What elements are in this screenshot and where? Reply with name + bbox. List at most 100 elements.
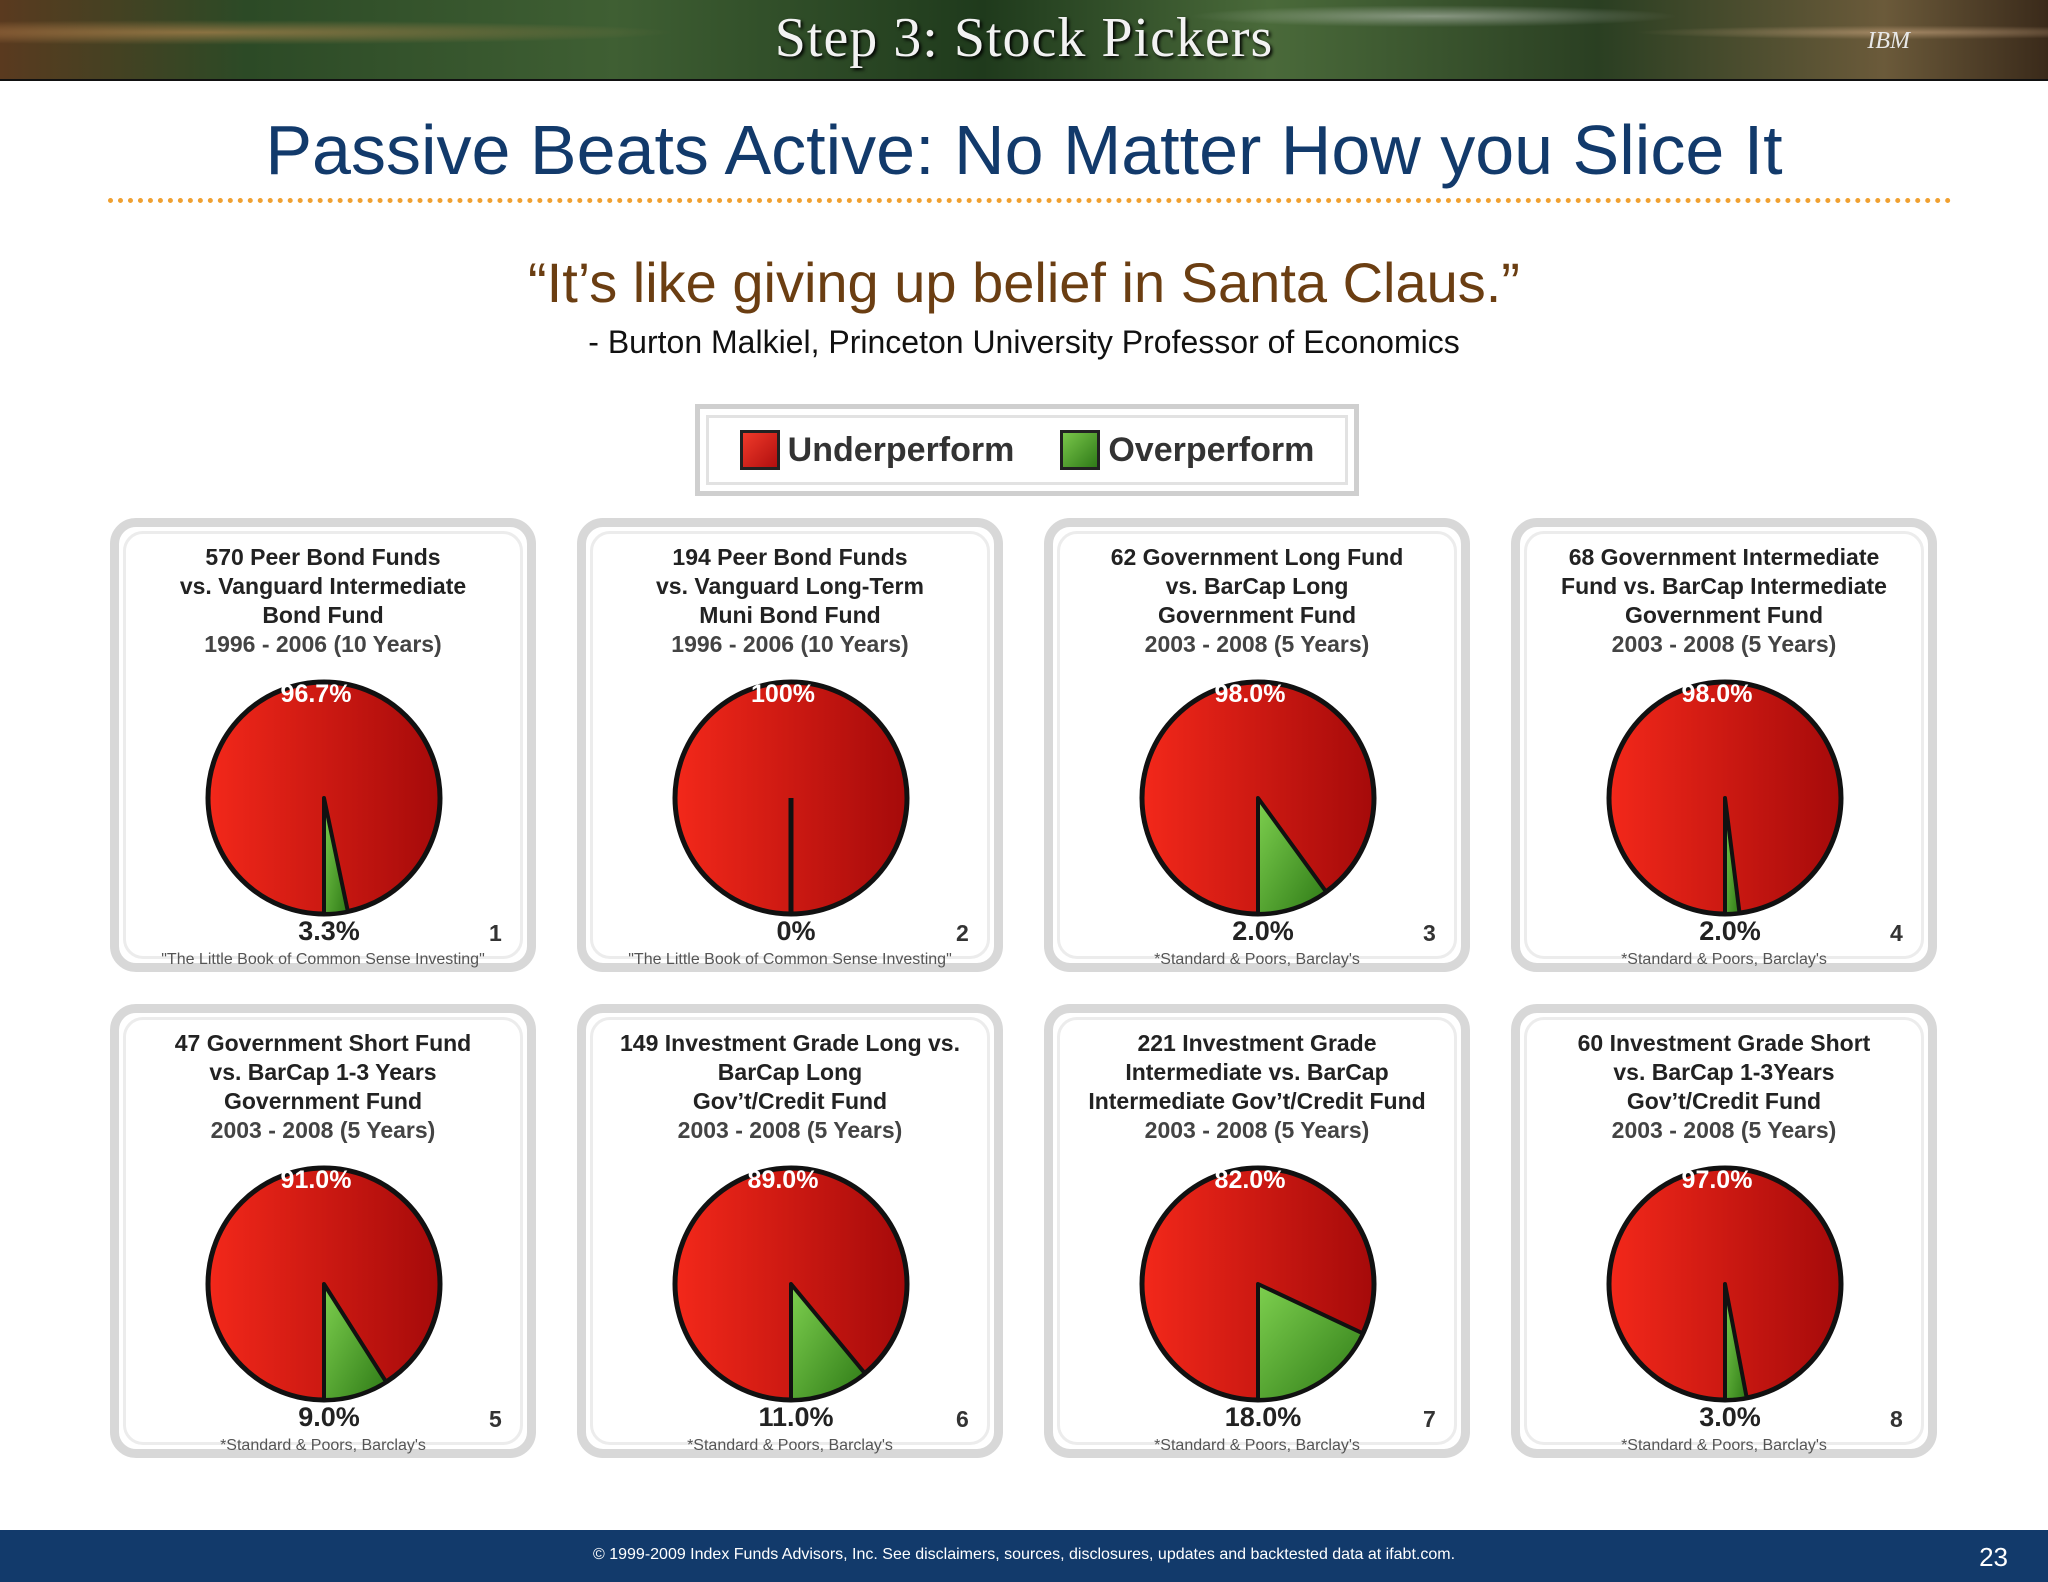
pie-slice-overperform [322, 796, 350, 917]
pie-label-overperform: 2.0% [1699, 916, 1761, 946]
pie-title: 221 Investment Grade Intermediate vs. Bar… [1053, 1029, 1461, 1145]
pie-source: *Standard & Poors, Barclay's [1154, 951, 1360, 968]
pie-chart [672, 679, 910, 917]
pie-period: 2003 - 2008 (5 Years) [1611, 631, 1837, 657]
pie-panel-number: 2 [956, 920, 969, 946]
pie-title-line: Muni Bond Fund [699, 602, 881, 628]
legend-swatch-overperform [1060, 430, 1101, 470]
pie-label-underperform: 98.0% [1520, 680, 1930, 709]
pie-source: *Standard & Poors, Barclay's [220, 1437, 426, 1454]
pie-slice-overperform [789, 1282, 867, 1402]
pie-label-underperform: 97.0% [1520, 1166, 1930, 1195]
slide-title: Passive Beats Active: No Matter How you … [265, 111, 1783, 189]
pie-period: 2003 - 2008 (5 Years) [210, 1117, 436, 1143]
pie-chart [1139, 1165, 1377, 1403]
pie-title-line: 149 Investment Grade Long vs. [619, 1030, 960, 1056]
pie-chart [1606, 1165, 1844, 1403]
pie-panel-4: 68 Government Intermediate Fund vs. BarCa… [1511, 518, 1937, 972]
pie-title-line: Gov’t/Credit Fund [1626, 1088, 1822, 1114]
pie-label-underperform-text: 100% [751, 680, 815, 708]
pie-panel-number: 3 [1423, 920, 1436, 946]
pie-chart [1606, 679, 1844, 917]
page-number: 23 [1979, 1542, 2008, 1572]
pie-panel-8: 60 Investment Grade Short vs. BarCap 1-3Y… [1511, 1004, 1937, 1458]
pie-label-underperform: 96.7% [119, 680, 529, 709]
quote: “It’s like giving up belief in Santa Cla… [528, 251, 1520, 314]
pie-slice-overperform [1256, 796, 1329, 916]
pie-title: 60 Investment Grade Short vs. BarCap 1-3Y… [1520, 1029, 1928, 1145]
pie-title-line: vs. BarCap 1-3 Years [209, 1059, 437, 1085]
pie-title-line: Intermediate Gov’t/Credit Fund [1088, 1088, 1426, 1114]
pie-panel-7: 221 Investment Grade Intermediate vs. Bar… [1044, 1004, 1470, 1458]
pie-source: *Standard & Poors, Barclay's [687, 1437, 893, 1454]
pie-label-underperform-text: 98.0% [1214, 680, 1286, 708]
pie-panel-number: 6 [956, 1406, 969, 1432]
pie-title-line: 60 Investment Grade Short [1577, 1030, 1871, 1056]
pie-panel-6: 149 Investment Grade Long vs. BarCap Long… [577, 1004, 1003, 1458]
pie-period: 2003 - 2008 (5 Years) [1144, 1117, 1370, 1143]
pie-label-overperform: 18.0% [1224, 1402, 1302, 1432]
pie-label-underperform: 82.0% [1053, 1166, 1463, 1195]
pie-panel-number: 1 [489, 920, 502, 946]
banner-divider [0, 79, 2048, 81]
pie-slice-overperform [322, 1282, 389, 1402]
footer-copyright: © 1999-2009 Index Funds Advisors, Inc. S… [592, 1546, 1456, 1563]
legend-swatch-underperform [739, 430, 780, 470]
banner-logo: IBM [1867, 28, 1910, 54]
pie-source: *Standard & Poors, Barclay's [1621, 1437, 1827, 1454]
pie-panel-number: 8 [1890, 1406, 1903, 1432]
pie-panel-number: 7 [1423, 1406, 1436, 1432]
legend-label-underperform: Underperform [787, 430, 1015, 469]
pie-title-line: 62 Government Long Fund [1110, 544, 1404, 570]
pie-chart [1139, 679, 1377, 917]
pie-label-underperform: 91.0% [119, 1166, 529, 1195]
pie-chart [205, 679, 443, 917]
pie-title-line: vs. BarCap Long [1165, 573, 1349, 599]
pie-title-line: Fund vs. BarCap Intermediate [1561, 573, 1887, 599]
pie-panel-number: 4 [1890, 920, 1903, 946]
pie-chart [205, 1165, 443, 1403]
legend-label-overperform: Overperform [1108, 430, 1315, 469]
quote-attribution: - Burton Malkiel, Princeton University P… [588, 324, 1460, 360]
pie-slice-overperform [1256, 1282, 1365, 1402]
banner-title: Step 3: Stock Pickers [774, 7, 1274, 69]
legend-item-overperform: Overperform [1060, 430, 1314, 470]
pie-title: 47 Government Short Fund vs. BarCap 1-3 Y… [119, 1029, 527, 1145]
pie-panel-2: 194 Peer Bond Funds vs. Vanguard Long-Ter… [577, 518, 1003, 972]
pie-title-line: Bond Fund [262, 602, 384, 628]
pie-source: *Standard & Poors, Barclay's [1154, 1437, 1360, 1454]
pie-title-line: Government Fund [1624, 602, 1824, 628]
pie-title-line: vs. BarCap 1-3Years [1613, 1059, 1835, 1085]
pie-label-underperform-text: 97.0% [1681, 1166, 1753, 1194]
pie-title: 570 Peer Bond Funds vs. Vanguard Intermed… [119, 543, 527, 659]
pie-panel-1: 570 Peer Bond Funds vs. Vanguard Intermed… [110, 518, 536, 972]
pie-panel-5: 47 Government Short Fund vs. BarCap 1-3 Y… [110, 1004, 536, 1458]
pie-title-line: Government Fund [1157, 602, 1357, 628]
pie-label-underperform-text: 82.0% [1214, 1166, 1286, 1194]
pie-label-overperform: 2.0% [1232, 916, 1294, 946]
pie-title: 149 Investment Grade Long vs. BarCap Long… [586, 1029, 994, 1145]
pie-label-underperform-text: 89.0% [747, 1166, 819, 1194]
pie-label-overperform: 9.0% [298, 1402, 360, 1432]
pie-label-overperform: 3.0% [1699, 1402, 1761, 1432]
pie-source: "The Little Book of Common Sense Investi… [161, 951, 485, 968]
pie-slice-overperform [1723, 1282, 1749, 1403]
pie-title: 62 Government Long Fund vs. BarCap Long Go… [1053, 543, 1461, 659]
pie-title-line: Gov’t/Credit Fund [692, 1088, 888, 1114]
pie-period: 1996 - 2006 (10 Years) [671, 631, 909, 657]
pie-label-underperform: 100% [586, 680, 996, 709]
pie-panel-number: 5 [489, 1406, 502, 1432]
pie-label-overperform: 3.3% [298, 916, 360, 946]
pie-title-line: vs. Vanguard Intermediate [179, 573, 467, 599]
pie-source: *Standard & Poors, Barclay's [1621, 951, 1827, 968]
pie-title: 194 Peer Bond Funds vs. Vanguard Long-Ter… [586, 543, 994, 659]
pie-label-underperform-text: 91.0% [280, 1166, 352, 1194]
header-banner: Step 3: Stock Pickers IBM [0, 0, 2048, 81]
pie-title-line: vs. Vanguard Long-Term [656, 573, 924, 599]
legend: Underperform Overperform [695, 404, 1359, 496]
footer-bar: © 1999-2009 Index Funds Advisors, Inc. S… [0, 1530, 2048, 1582]
pie-label-overperform: 0% [776, 916, 816, 946]
pie-title-line: Government Fund [223, 1088, 423, 1114]
pie-title-line: 570 Peer Bond Funds [205, 544, 441, 570]
pie-slice-overperform [1723, 796, 1742, 917]
